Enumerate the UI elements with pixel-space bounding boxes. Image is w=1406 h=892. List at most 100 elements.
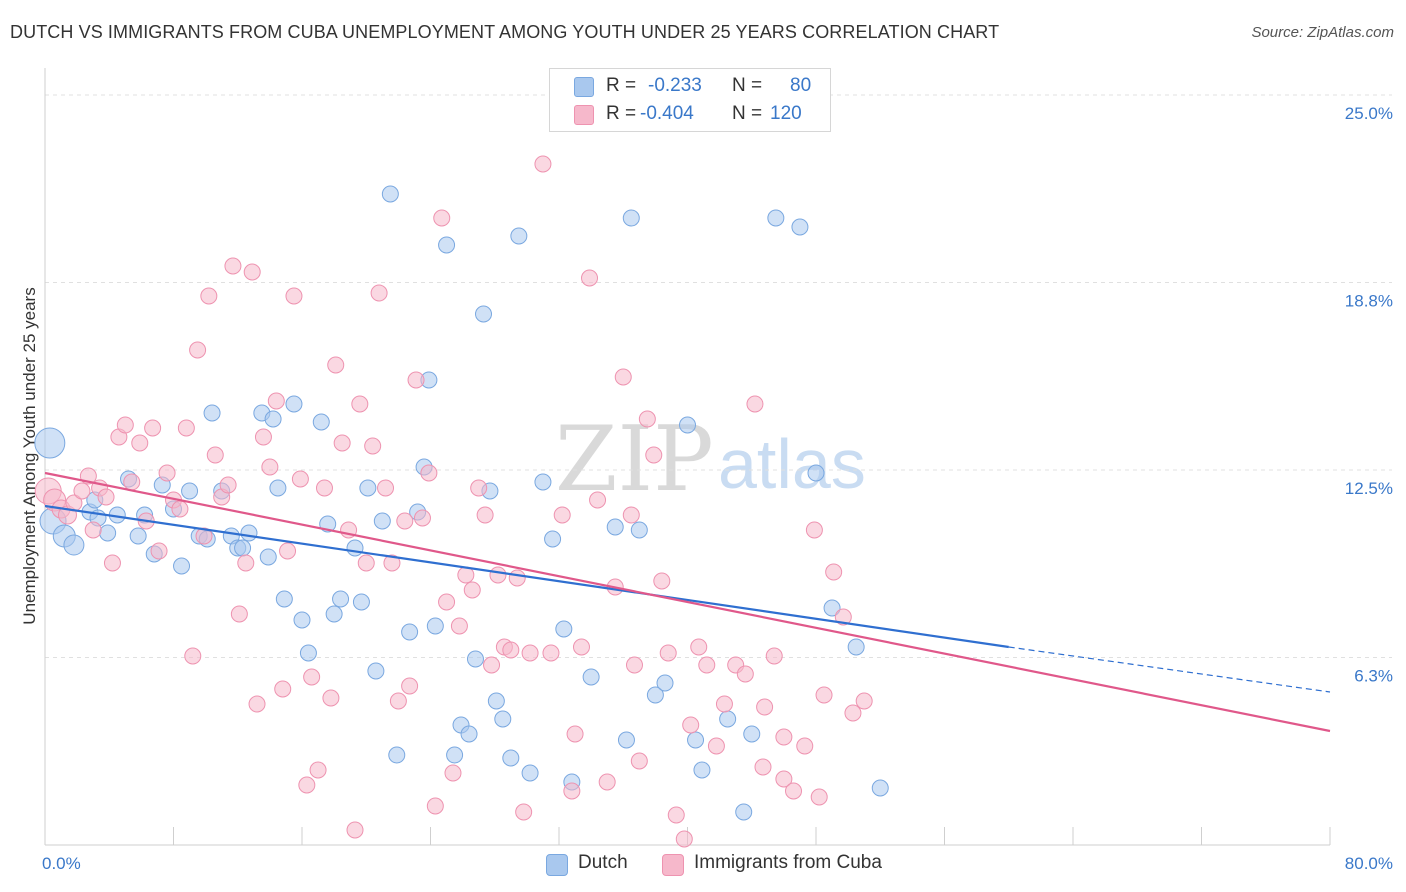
cuba-point (383, 554, 401, 572)
dutch-point (487, 692, 505, 710)
legend-r-label: R = (606, 75, 637, 96)
cuba-point (566, 725, 584, 743)
cuba-point (805, 521, 823, 539)
dutch-point (687, 731, 705, 749)
cuba-point (563, 782, 581, 800)
cuba-point (303, 668, 321, 686)
cuba-point (775, 770, 793, 788)
dutch-point (275, 590, 293, 608)
dutch-point (791, 218, 809, 236)
cuba-point (189, 341, 207, 359)
cuba-point (261, 458, 279, 476)
cuba-point (279, 542, 297, 560)
dutch-point (460, 725, 478, 743)
cuba-point (834, 608, 852, 626)
dutch-point (743, 725, 761, 743)
dutch-point (234, 539, 252, 557)
dutch-point (285, 395, 303, 413)
dutch-point (203, 404, 221, 422)
cuba-point (825, 563, 843, 581)
cuba-point (754, 758, 772, 776)
dutch-point (475, 305, 493, 323)
dutch-point (352, 593, 370, 611)
cuba-point (707, 737, 725, 755)
cuba-point (327, 356, 345, 374)
dutch-point (129, 527, 147, 545)
dutch-point (381, 185, 399, 203)
cuba-point (73, 482, 91, 500)
dutch-point (617, 731, 635, 749)
cuba-point (389, 692, 407, 710)
cuba-point (274, 680, 292, 698)
cuba-point (614, 368, 632, 386)
legend-n-value-cuba: 120 (770, 103, 802, 124)
cuba-point (638, 410, 656, 428)
cuba-point (84, 521, 102, 539)
dutch-point (401, 623, 419, 641)
dutch-swatch (574, 77, 594, 97)
cuba-point (123, 473, 141, 491)
x-tick-label-min: 0.0% (42, 854, 81, 873)
legend-n-label: N = (732, 103, 763, 124)
dutch-point (693, 761, 711, 779)
cuba-point (267, 392, 285, 410)
y-tick-label: 6.3% (1354, 667, 1393, 686)
cuba-point (682, 716, 700, 734)
dutch-point (373, 512, 391, 530)
cuba-trend-line (44, 471, 1331, 733)
cuba-point (450, 617, 468, 635)
y-tick-label: 25.0% (1345, 104, 1393, 123)
cuba-point (438, 593, 456, 611)
chart-title: DUTCH VS IMMIGRANTS FROM CUBA UNEMPLOYME… (10, 22, 1000, 42)
cuba-point (184, 647, 202, 665)
cuba-point (855, 692, 873, 710)
cuba-point (645, 446, 663, 464)
cuba-swatch (574, 105, 594, 125)
cuba-point (219, 476, 237, 494)
cuba-point (715, 695, 733, 713)
cuba-point (515, 803, 533, 821)
dutch-point (544, 530, 562, 548)
cuba-point (775, 728, 793, 746)
dutch-point (622, 209, 640, 227)
dutch-point (426, 617, 444, 635)
cuba-legend-label: Immigrants from Cuba (694, 852, 882, 873)
dutch-point (293, 611, 311, 629)
cuba-point (243, 263, 261, 281)
y-tick-label: 12.5% (1345, 479, 1393, 498)
dutch-point (502, 749, 520, 767)
cuba-point (476, 506, 494, 524)
cuba-point (413, 509, 431, 527)
cuba-point (625, 656, 643, 674)
dutch-point (299, 644, 317, 662)
cuba-point (206, 446, 224, 464)
dutch-legend-label: Dutch (578, 852, 628, 873)
cuba-point (765, 647, 783, 665)
dutch-point (871, 779, 889, 797)
y-tick-label: 18.8% (1345, 292, 1393, 311)
cuba-point (237, 554, 255, 572)
cuba-point (483, 656, 501, 674)
source-label: Source: ZipAtlas.com (1251, 24, 1394, 41)
cuba-point (667, 806, 685, 824)
cuba-point (200, 287, 218, 305)
watermark-atlas: atlas (718, 425, 866, 503)
dutch-point (735, 803, 753, 821)
dutch-trend-line-extension (1008, 646, 1331, 693)
dutch-point (346, 539, 364, 557)
cuba-point (796, 737, 814, 755)
dutch-point (847, 638, 865, 656)
legend-r-label: R = (606, 103, 637, 124)
cuba-point (322, 689, 340, 707)
cuba-point (97, 488, 115, 506)
cuba-point (150, 542, 168, 560)
cuba-point (653, 572, 671, 590)
cuba-point (351, 395, 369, 413)
dutch-point (173, 557, 191, 575)
cuba-point (698, 656, 716, 674)
correlation-legend: R = -0.233 N = 80 R = -0.404 N = 120 (549, 68, 831, 132)
dutch-point (582, 668, 600, 686)
dutch-point (807, 464, 825, 482)
cuba-point (377, 479, 395, 497)
cuba-point (630, 752, 648, 770)
